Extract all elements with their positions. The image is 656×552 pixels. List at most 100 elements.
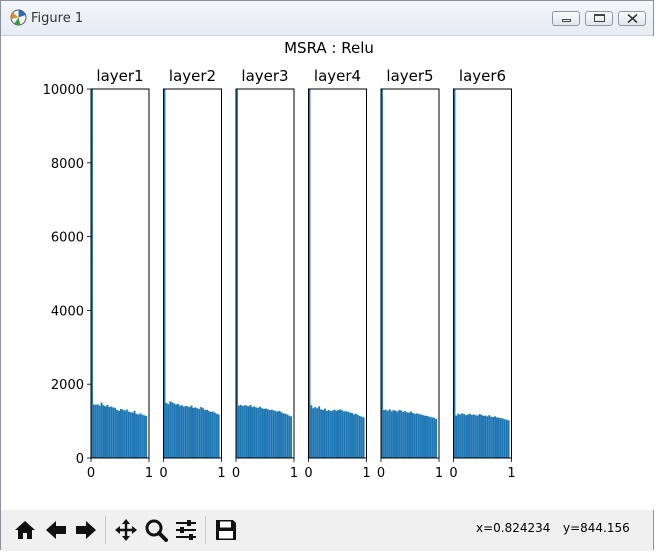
histogram-bar xyxy=(114,407,117,458)
histogram-bar xyxy=(141,414,144,458)
histogram-bar xyxy=(213,412,216,458)
histogram-bar xyxy=(259,406,262,458)
histogram-bar xyxy=(501,418,504,458)
histogram-bar xyxy=(415,413,418,458)
histogram-bar xyxy=(339,409,342,458)
histogram-bar xyxy=(253,406,256,458)
subplot-title: layer5 xyxy=(386,67,433,85)
histogram-bar xyxy=(320,409,323,458)
histogram-bar xyxy=(343,411,346,458)
histogram-bar xyxy=(272,410,275,458)
plot-canvas[interactable]: MSRA : Relu 0 2000 4000 6000 8000 10000 layer1 0… xyxy=(2,36,654,510)
histogram-bar xyxy=(290,416,293,458)
histogram-bar xyxy=(280,412,283,458)
histogram-bar xyxy=(478,414,481,458)
histogram-bar xyxy=(263,408,265,458)
x-tick-label: 1 xyxy=(145,466,153,481)
histogram-bar xyxy=(276,411,279,458)
subplot-frame xyxy=(308,88,367,459)
navigation-toolbar: x=0.824234 y=844.156 xyxy=(1,510,653,551)
subplot-title: layer4 xyxy=(314,67,361,85)
histogram-bar xyxy=(312,408,315,458)
x-tick-label: 0 xyxy=(377,466,385,481)
histogram-bar xyxy=(215,413,218,458)
histogram-bar xyxy=(123,410,126,458)
histogram-bar xyxy=(386,410,389,458)
save-button[interactable] xyxy=(212,515,240,545)
histogram-bar xyxy=(429,417,432,458)
subplot-frame xyxy=(90,88,150,459)
histogram-bar xyxy=(413,413,416,458)
histogram-bar xyxy=(211,411,214,458)
histogram-bar xyxy=(322,410,324,458)
home-button[interactable] xyxy=(11,515,39,545)
histogram-bar xyxy=(392,410,395,458)
histogram-bar xyxy=(112,407,115,458)
histogram-bar xyxy=(453,89,456,458)
pan-button[interactable] xyxy=(112,515,140,545)
histogram-bar xyxy=(396,411,399,458)
histogram-bar xyxy=(484,415,487,458)
histogram-bar xyxy=(171,402,174,458)
histogram-bar xyxy=(108,406,111,458)
histogram-bar xyxy=(398,410,401,458)
histogram-bar xyxy=(351,412,353,458)
back-button[interactable] xyxy=(42,515,70,545)
subplot-title: layer6 xyxy=(459,67,506,85)
x-tick-label: 0 xyxy=(449,466,457,481)
histogram-bar xyxy=(431,417,434,458)
histogram-bar xyxy=(316,408,319,458)
histogram-bar xyxy=(125,409,128,458)
cursor-x-readout: x=0.824234 xyxy=(476,521,551,535)
histogram-bar xyxy=(127,411,130,458)
histogram-bar xyxy=(347,411,350,458)
histogram-bar xyxy=(331,410,334,458)
histogram-bar xyxy=(278,410,281,458)
histogram-bar xyxy=(169,401,172,458)
histogram-bar xyxy=(461,413,464,458)
histogram-bar xyxy=(507,420,510,458)
histogram-bar xyxy=(402,411,405,458)
histogram-bar xyxy=(341,410,344,458)
title-bar: Figure 1 xyxy=(1,1,653,36)
minimize-button[interactable] xyxy=(552,11,580,26)
histogram-bar xyxy=(482,415,485,458)
histogram-bar xyxy=(135,413,138,458)
histogram-bar xyxy=(165,403,168,458)
histogram-bar xyxy=(265,408,267,458)
histogram-bar xyxy=(381,89,383,458)
histogram-bar xyxy=(178,405,181,458)
maximize-icon xyxy=(594,14,605,22)
configure-subplots-button[interactable] xyxy=(172,515,200,545)
maximize-button[interactable] xyxy=(585,11,613,26)
histogram-bar xyxy=(323,408,326,458)
forward-button[interactable] xyxy=(72,515,100,545)
histogram-bar xyxy=(314,407,317,458)
histogram-bar xyxy=(318,406,321,458)
histogram-bar xyxy=(194,407,197,458)
histogram-bar xyxy=(282,413,285,458)
histogram-bar xyxy=(116,410,119,458)
close-button[interactable] xyxy=(618,11,646,26)
histogram-bar xyxy=(121,409,124,458)
histogram-bar xyxy=(435,418,438,458)
histogram-bar xyxy=(129,412,132,458)
histogram-bar xyxy=(486,416,489,458)
histogram-bar xyxy=(470,414,473,458)
histogram-bar xyxy=(270,409,273,458)
histogram-bar xyxy=(480,414,483,458)
histogram-bar xyxy=(410,411,412,458)
app-icon xyxy=(10,9,27,26)
histogram-bar xyxy=(333,409,336,458)
zoom-button[interactable] xyxy=(142,515,170,545)
histogram-bar xyxy=(102,405,105,458)
window-title: Figure 1 xyxy=(31,11,84,26)
histogram-bar xyxy=(217,414,220,458)
histogram-bar xyxy=(492,417,495,458)
histogram-bar xyxy=(206,409,208,458)
histogram-bar xyxy=(255,407,258,458)
histogram-bar xyxy=(354,413,357,458)
x-tick-label: 1 xyxy=(507,466,515,481)
histogram-bar xyxy=(390,411,393,458)
